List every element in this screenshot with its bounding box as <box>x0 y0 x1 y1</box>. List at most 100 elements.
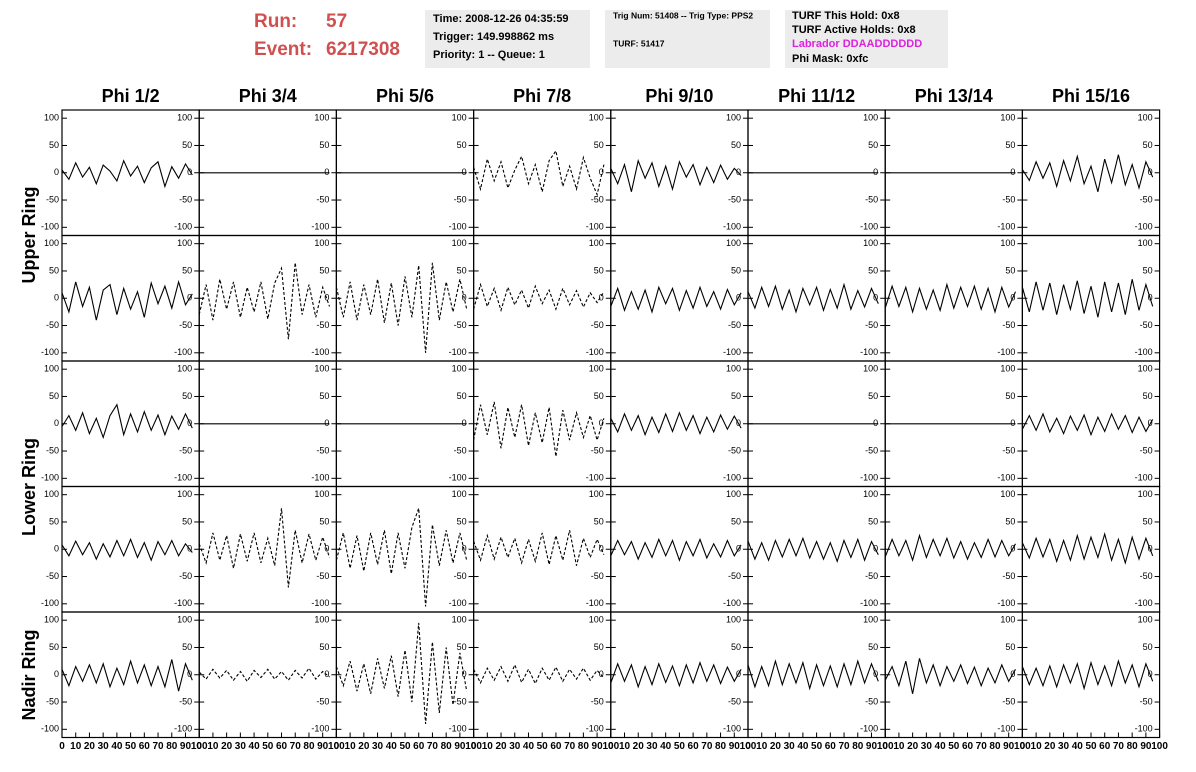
waveform <box>884 658 1016 694</box>
x-tick-label: 20 <box>221 741 233 752</box>
event-label: Event: <box>254 39 312 60</box>
y-tick-label: 100 <box>863 238 878 248</box>
y-tick-label: 0 <box>873 418 878 428</box>
x-tick-label: 90 <box>454 741 466 752</box>
x-tick-label: 90 <box>180 741 192 752</box>
event-number: 6217308 <box>326 39 400 60</box>
y-tick-label: 0 <box>324 167 329 177</box>
y-tick-label: 50 <box>457 516 467 526</box>
x-tick-label: 20 <box>84 741 96 752</box>
y-tick-label: -50 <box>46 571 59 581</box>
y-tick-label: 100 <box>863 364 878 374</box>
y-tick-label: 100 <box>589 113 604 123</box>
column-label: Phi 9/10 <box>645 86 713 106</box>
y-tick-label: -50 <box>179 696 192 706</box>
y-tick-label: -100 <box>586 347 604 357</box>
y-tick-label: 50 <box>731 140 741 150</box>
y-tick-label: 50 <box>319 642 329 652</box>
panel-frame <box>61 485 200 613</box>
y-tick-label: -100 <box>1135 347 1153 357</box>
y-tick-label: 0 <box>599 293 604 303</box>
y-tick-label: 0 <box>324 669 329 679</box>
y-tick-label: -100 <box>997 598 1015 608</box>
y-tick-label: 0 <box>873 167 878 177</box>
y-tick-label: -100 <box>860 724 878 734</box>
x-tick-label: 70 <box>1113 741 1125 752</box>
panel-frame <box>747 485 886 613</box>
x-tick-label: 30 <box>646 741 658 752</box>
y-tick-label: 50 <box>457 265 467 275</box>
y-tick-label: -50 <box>316 696 329 706</box>
y-tick-label: -50 <box>1002 194 1015 204</box>
y-tick-label: 100 <box>314 615 329 625</box>
x-tick-label: 0 <box>745 741 751 752</box>
y-tick-label: 0 <box>54 293 59 303</box>
column-label: Phi 7/8 <box>513 86 571 106</box>
x-tick-label: 100 <box>328 741 345 752</box>
waveform <box>610 285 742 314</box>
info-text: Phi Mask: 0xfc <box>792 53 868 65</box>
y-tick-label: -50 <box>1002 320 1015 330</box>
info-text: Priority: 1 -- Queue: 1 <box>433 49 545 61</box>
y-tick-label: -50 <box>1140 571 1153 581</box>
y-tick-label: -100 <box>723 347 741 357</box>
column-label: Phi 3/4 <box>239 86 297 106</box>
y-tick-label: -100 <box>174 347 192 357</box>
panel-frame <box>335 234 475 362</box>
x-tick-label: 40 <box>660 741 672 752</box>
x-tick-label: 0 <box>882 741 888 752</box>
x-tick-label: 70 <box>976 741 988 752</box>
waveform <box>1021 659 1154 691</box>
x-tick-label: 0 <box>608 741 614 752</box>
y-tick-label: 50 <box>731 516 741 526</box>
x-tick-label: 90 <box>1140 741 1152 752</box>
info-box <box>425 10 590 68</box>
y-tick-label: 0 <box>462 418 467 428</box>
y-tick-label: 50 <box>594 391 604 401</box>
y-tick-label: 50 <box>1143 642 1153 652</box>
x-tick-label: 10 <box>70 741 82 752</box>
y-tick-label: -50 <box>1002 696 1015 706</box>
x-tick-label: 40 <box>1072 741 1084 752</box>
y-tick-label: 50 <box>319 516 329 526</box>
y-tick-label: -50 <box>179 445 192 455</box>
y-tick-label: 100 <box>314 489 329 499</box>
y-tick-label: -50 <box>865 445 878 455</box>
waveform <box>61 403 193 440</box>
y-tick-label: -50 <box>591 696 604 706</box>
y-tick-label: -50 <box>46 320 59 330</box>
y-tick-label: 100 <box>177 113 192 123</box>
x-tick-label: 10 <box>893 741 905 752</box>
x-tick-label: 60 <box>1099 741 1111 752</box>
y-tick-label: 50 <box>1005 140 1015 150</box>
x-tick-label: 20 <box>633 741 645 752</box>
y-tick-label: -50 <box>591 571 604 581</box>
panel-frame <box>610 109 749 237</box>
x-tick-label: 50 <box>948 741 960 752</box>
y-tick-label: -100 <box>723 222 741 232</box>
y-tick-label: 50 <box>1005 516 1015 526</box>
y-tick-label: 50 <box>457 140 467 150</box>
y-tick-label: -50 <box>316 571 329 581</box>
y-tick-label: 100 <box>44 364 59 374</box>
panel-frame <box>198 234 337 362</box>
y-tick-label: 100 <box>452 489 467 499</box>
waveform <box>884 282 1017 314</box>
y-tick-label: 100 <box>177 238 192 248</box>
y-tick-label: 50 <box>182 516 192 526</box>
y-tick-label: 100 <box>589 489 604 499</box>
waveform <box>610 661 742 689</box>
y-tick-label: -100 <box>174 222 192 232</box>
y-tick-label: -50 <box>1140 445 1153 455</box>
waveform <box>610 537 742 562</box>
y-tick-label: -100 <box>449 347 467 357</box>
y-tick-label: 100 <box>44 113 59 123</box>
y-tick-label: 100 <box>1138 238 1153 248</box>
y-tick-label: 50 <box>1143 140 1153 150</box>
y-tick-label: 100 <box>726 238 741 248</box>
x-tick-label: 30 <box>509 741 521 752</box>
x-tick-label: 90 <box>729 741 741 752</box>
x-tick-label: 70 <box>701 741 713 752</box>
y-tick-label: 100 <box>863 489 878 499</box>
y-tick-label: -50 <box>316 194 329 204</box>
